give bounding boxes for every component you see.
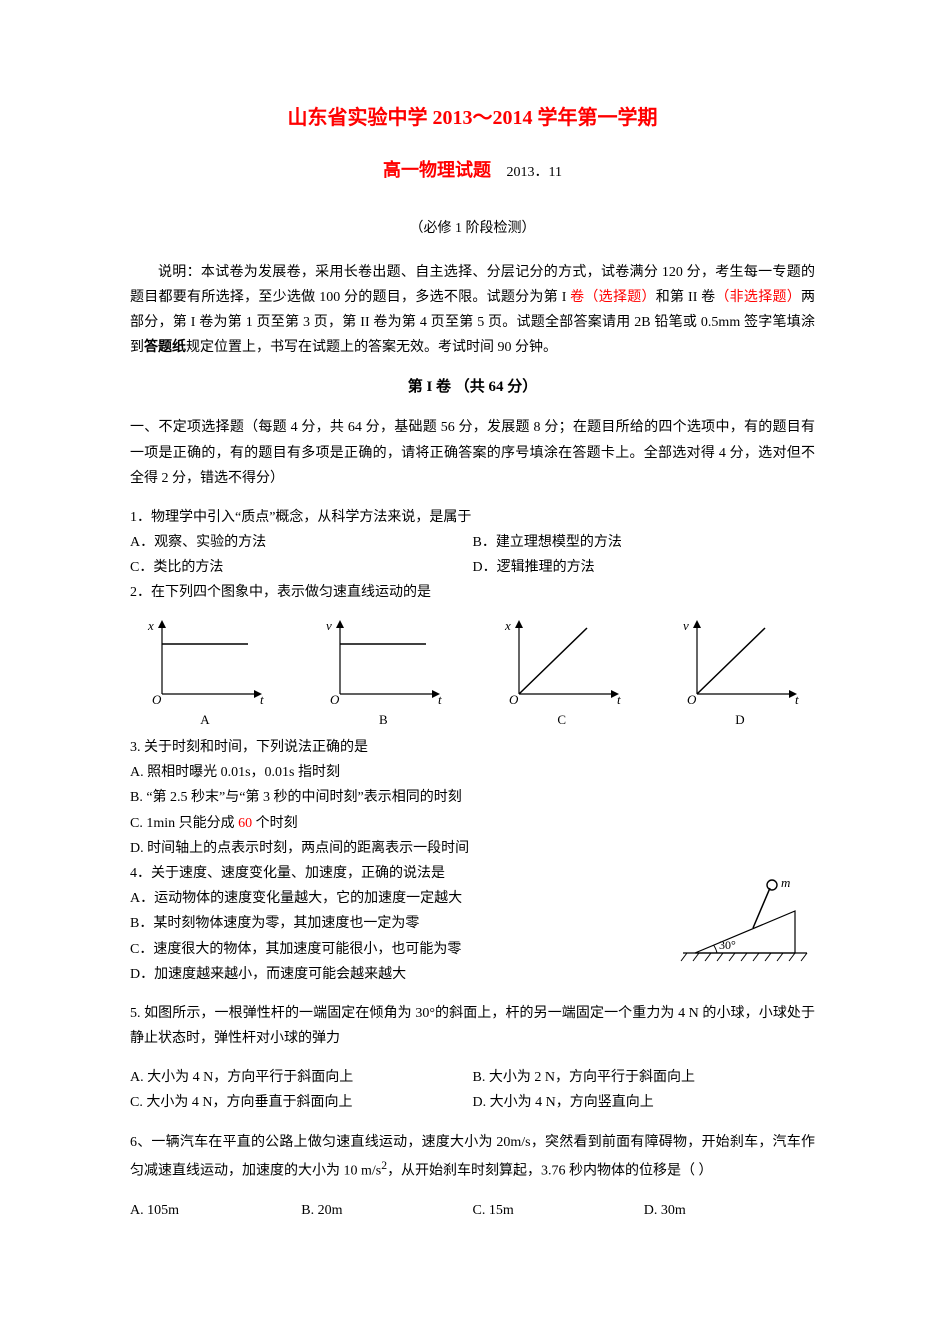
q5-option-A: A. 大小为 4 N，方向平行于斜面向上 [130, 1065, 473, 1090]
subtitle-row: 高一物理试题 2013．11 [130, 154, 815, 186]
intro-paragraph: 说明：本试卷为发展卷，采用长卷出题、自主选择、分层记分的方式，试卷满分 120 … [130, 260, 815, 361]
q1-options-row1: A．观察、实验的方法 B．建立理想模型的方法 [130, 530, 815, 555]
q2-graph-C: x O t C [487, 616, 637, 731]
subtitle-note: （必修 1 阶段检测） [130, 216, 815, 241]
q2-A-xlabel: t [260, 692, 264, 706]
svg-text:O: O [330, 692, 340, 706]
q2-C-label: C [487, 708, 637, 731]
q2-A-ylabel: x [147, 618, 154, 633]
q6-option-D: D. 30m [644, 1198, 815, 1223]
q1-option-C: C．类比的方法 [130, 555, 473, 580]
q3-option-B: B. “第 2.5 秒末”与“第 3 秒的中间时刻”表示相同的时刻 [130, 785, 815, 810]
section1-title: 第 I 卷 （共 64 分） [130, 374, 815, 401]
q2-C-xlabel: t [617, 692, 621, 706]
q3-C-post: 个时刻 [252, 816, 298, 831]
sub-title: 高一物理试题 [383, 160, 491, 180]
intro-emph-2: （非选择题） [715, 290, 801, 305]
section1-instruction: 一、不定项选择题（每题 4 分，共 64 分，基础题 56 分，发展题 8 分；… [130, 415, 815, 491]
q2-stem: 2．在下列四个图象中，表示做匀速直线运动的是 [130, 580, 815, 605]
q5-option-C: C. 大小为 4 N，方向垂直于斜面向上 [130, 1090, 473, 1115]
q6-options: A. 105m B. 20m C. 15m D. 30m [130, 1198, 815, 1223]
q2-B-ylabel: v [326, 618, 332, 633]
q6-option-B: B. 20m [301, 1198, 472, 1223]
q3-C-pre: C. 1min 只能分成 [130, 816, 238, 831]
main-title: 山东省实验中学 2013～2014 学年第一学期 [130, 100, 815, 136]
q1-option-A: A．观察、实验的方法 [130, 530, 473, 555]
q3-option-D: D. 时间轴上的点表示时刻，两点间的距离表示一段时间 [130, 836, 815, 861]
q2-graph-B: v O t B [308, 616, 458, 731]
figure-mass-label: m [781, 875, 790, 890]
title-date: 2013．11 [507, 165, 562, 180]
q1-stem: 1．物理学中引入“质点”概念，从科学方法来说，是属于 [130, 505, 815, 530]
intro-text-2: 和第 II 卷 [656, 290, 716, 305]
q5-stem: 5. 如图所示，一根弹性杆的一端固定在倾角为 30°的斜面上，杆的另一端固定一个… [130, 1001, 815, 1051]
q2-B-xlabel: t [438, 692, 442, 706]
q2-D-ylabel: v [683, 618, 689, 633]
q3-option-A: A. 照相时曝光 0.01s，0.01s 指时刻 [130, 760, 815, 785]
q3-stem: 3. 关于时刻和时间，下列说法正确的是 [130, 735, 815, 760]
q2-graphs: x O t A v O t B [130, 616, 815, 731]
q2-D-xlabel: t [795, 692, 799, 706]
q4-block: 4．关于速度、速度变化量、加速度，正确的说法是 A．运动物体的速度变化量越大，它… [130, 861, 815, 987]
incline-figure: m 30° [675, 873, 815, 968]
q5-option-D: D. 大小为 4 N，方向竖直向上 [473, 1090, 816, 1115]
intro-emph-1: 卷（选择题） [570, 290, 656, 305]
intro-emph-3: 答题纸 [144, 340, 186, 355]
intro-text-4: 规定位置上，书写在试题上的答案无效。考试时间 90 分钟。 [186, 340, 557, 355]
q3-option-C: C. 1min 只能分成 60 个时刻 [130, 811, 815, 836]
q6-stem: 6、一辆汽车在平直的公路上做匀速直线运动，速度大小为 20m/s，突然看到前面有… [130, 1130, 815, 1184]
q5-option-B: B. 大小为 2 N，方向平行于斜面向上 [473, 1065, 816, 1090]
q6-option-A: A. 105m [130, 1198, 301, 1223]
q5-options-row2: C. 大小为 4 N，方向垂直于斜面向上 D. 大小为 4 N，方向竖直向上 [130, 1090, 815, 1115]
svg-text:O: O [509, 692, 519, 706]
svg-text:O: O [687, 692, 697, 706]
q2-D-label: D [665, 708, 815, 731]
q1-options-row2: C．类比的方法 D．逻辑推理的方法 [130, 555, 815, 580]
q1-option-B: B．建立理想模型的方法 [473, 530, 816, 555]
figure-angle-label: 30° [719, 938, 736, 952]
q2-B-label: B [308, 708, 458, 731]
q2-A-label: A [130, 708, 280, 731]
q5-options-row1: A. 大小为 4 N，方向平行于斜面向上 B. 大小为 2 N，方向平行于斜面向… [130, 1065, 815, 1090]
q6-stem-post: ，从开始刹车时刻算起，3.76 秒内物体的位移是（ ） [387, 1164, 713, 1179]
q6-option-C: C. 15m [473, 1198, 644, 1223]
q2-graph-D: v O t D [665, 616, 815, 731]
q1-option-D: D．逻辑推理的方法 [473, 555, 816, 580]
q2-graph-A: x O t A [130, 616, 280, 731]
svg-text:O: O [152, 692, 162, 706]
q3-C-red: 60 [238, 816, 252, 831]
q2-C-ylabel: x [504, 618, 511, 633]
